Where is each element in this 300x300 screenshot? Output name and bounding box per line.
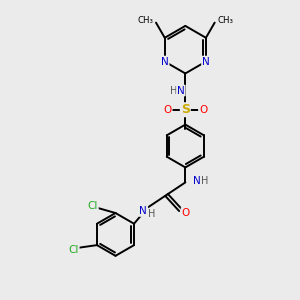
Text: S: S: [181, 103, 190, 116]
Text: N: N: [140, 206, 147, 216]
Text: CH₃: CH₃: [138, 16, 154, 25]
Text: H: H: [148, 209, 155, 219]
Text: O: O: [182, 208, 190, 218]
Text: N: N: [193, 176, 200, 186]
Text: H: H: [170, 85, 178, 95]
Text: CH₃: CH₃: [218, 16, 234, 25]
Text: N: N: [161, 57, 169, 67]
Text: N: N: [177, 85, 185, 95]
Text: N: N: [202, 57, 210, 67]
Text: O: O: [199, 105, 207, 115]
Text: Cl: Cl: [68, 245, 79, 255]
Text: Cl: Cl: [88, 201, 98, 211]
Text: O: O: [164, 105, 172, 115]
Text: H: H: [201, 176, 208, 186]
